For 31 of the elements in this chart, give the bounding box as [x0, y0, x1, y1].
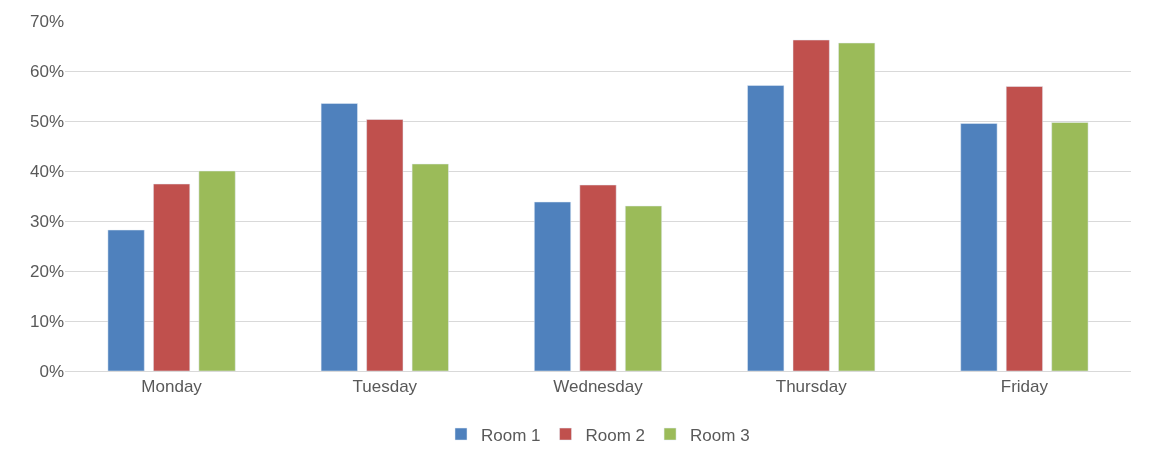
legend-label: Room 1 [481, 425, 541, 445]
x-tick-label: Wednesday [553, 377, 644, 397]
bar [198, 170, 236, 371]
bar [153, 183, 191, 371]
y-tick-label: 0% [39, 361, 64, 381]
x-tick-label: Tuesday [352, 377, 418, 397]
y-tick-label: 60% [29, 61, 64, 81]
bar [320, 103, 358, 371]
y-tick-label: 20% [29, 261, 64, 281]
x-tick-label: Monday [141, 377, 203, 397]
y-tick-label: 10% [29, 311, 64, 331]
y-tick-label: 30% [29, 211, 64, 231]
x-tick-label: Friday [1000, 377, 1049, 397]
bar [792, 39, 830, 371]
bar [838, 42, 876, 371]
bar [625, 205, 662, 371]
bar [960, 123, 998, 371]
bar [1051, 122, 1089, 371]
y-tick-label: 40% [29, 161, 64, 181]
bar [747, 85, 785, 371]
bar [366, 119, 404, 371]
x-tick-label: Thursday [775, 377, 848, 397]
legend-label: Room 3 [690, 425, 750, 445]
legend-label: Room 2 [585, 425, 646, 445]
bar [1005, 86, 1043, 371]
y-tick-label: 50% [29, 111, 64, 131]
y-tick-label: 70% [29, 11, 64, 31]
bar [107, 229, 145, 371]
bar [579, 184, 617, 371]
bar [534, 201, 571, 371]
bar [411, 163, 449, 371]
